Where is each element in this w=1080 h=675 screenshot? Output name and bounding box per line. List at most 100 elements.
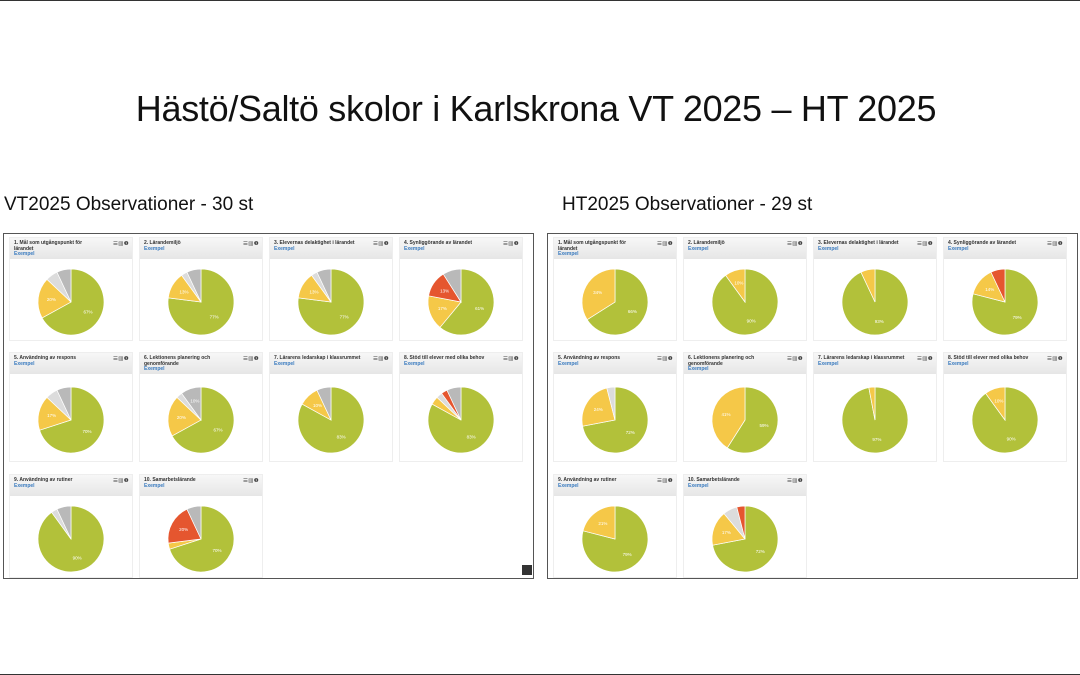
pie-slice-grey[interactable]	[316, 268, 332, 303]
list-icon[interactable]: ☰	[113, 478, 119, 484]
list-icon[interactable]: ☰	[373, 241, 379, 247]
bar-chart-icon[interactable]: ▥	[118, 478, 124, 484]
info-icon[interactable]: ❶	[797, 356, 803, 362]
example-link[interactable]: Exempel	[14, 251, 35, 257]
info-icon[interactable]: ❶	[667, 241, 673, 247]
pie-slice-yellow[interactable]	[37, 278, 72, 319]
pie-slice-green[interactable]	[169, 505, 235, 573]
list-icon[interactable]: ☰	[657, 356, 663, 362]
info-icon[interactable]: ❶	[123, 241, 129, 247]
example-link[interactable]: Exempel	[688, 366, 709, 372]
example-link[interactable]: Exempel	[274, 245, 295, 252]
example-link[interactable]: Exempel	[144, 482, 165, 489]
example-link[interactable]: Exempel	[14, 360, 35, 367]
bar-chart-icon[interactable]: ▥	[248, 356, 254, 362]
info-icon[interactable]: ❶	[927, 356, 933, 362]
example-link[interactable]: Exempel	[948, 245, 969, 252]
list-icon[interactable]: ☰	[917, 356, 923, 362]
example-link[interactable]: Exempel	[14, 482, 35, 489]
bar-chart-icon[interactable]: ▥	[922, 241, 928, 247]
pie-slice-grey[interactable]	[186, 505, 202, 540]
bar-chart-icon[interactable]: ▥	[248, 478, 254, 484]
example-link[interactable]: Exempel	[688, 482, 709, 489]
bar-chart-icon[interactable]: ▥	[508, 241, 514, 247]
pie-slice-lightgrey[interactable]	[606, 386, 616, 421]
info-icon[interactable]: ❶	[667, 478, 673, 484]
resize-handle-icon[interactable]	[522, 565, 532, 575]
info-icon[interactable]: ❶	[253, 478, 259, 484]
info-icon[interactable]: ❶	[123, 356, 129, 362]
pie-slice-green[interactable]	[439, 268, 495, 336]
pie-slice-yellow[interactable]	[582, 505, 616, 540]
info-icon[interactable]: ❶	[513, 356, 519, 362]
bar-chart-icon[interactable]: ▥	[1052, 241, 1058, 247]
info-icon[interactable]: ❶	[383, 356, 389, 362]
pie-slice-red[interactable]	[990, 268, 1006, 303]
bar-chart-icon[interactable]: ▥	[792, 356, 798, 362]
example-link[interactable]: Exempel	[558, 482, 579, 489]
list-icon[interactable]: ☰	[657, 478, 663, 484]
list-icon[interactable]: ☰	[243, 478, 249, 484]
pie-slice-green[interactable]	[726, 386, 779, 454]
info-icon[interactable]: ❶	[667, 356, 673, 362]
bar-chart-icon[interactable]: ▥	[1052, 356, 1058, 362]
bar-chart-icon[interactable]: ▥	[792, 241, 798, 247]
info-icon[interactable]: ❶	[123, 478, 129, 484]
info-icon[interactable]: ❶	[253, 356, 259, 362]
bar-chart-icon[interactable]: ▥	[662, 356, 668, 362]
info-icon[interactable]: ❶	[383, 241, 389, 247]
pie-slice-grey[interactable]	[316, 386, 332, 421]
info-icon[interactable]: ❶	[797, 478, 803, 484]
pie-slice-grey[interactable]	[56, 386, 72, 421]
example-link[interactable]: Exempel	[404, 245, 425, 252]
list-icon[interactable]: ☰	[243, 356, 249, 362]
pie-slice-green[interactable]	[586, 268, 649, 336]
bar-chart-icon[interactable]: ▥	[378, 356, 384, 362]
pie-slice-grey[interactable]	[181, 386, 202, 422]
pie-slice-yellow[interactable]	[167, 396, 202, 437]
info-icon[interactable]: ❶	[253, 241, 259, 247]
bar-chart-icon[interactable]: ▥	[118, 356, 124, 362]
bar-chart-icon[interactable]: ▥	[662, 478, 668, 484]
bar-chart-icon[interactable]: ▥	[792, 478, 798, 484]
example-link[interactable]: Exempel	[688, 245, 709, 252]
pie-slice-red[interactable]	[167, 508, 202, 544]
example-link[interactable]: Exempel	[144, 366, 165, 372]
info-icon[interactable]: ❶	[1057, 241, 1063, 247]
pie-slice-grey[interactable]	[442, 268, 462, 304]
bar-chart-icon[interactable]: ▥	[118, 241, 124, 247]
list-icon[interactable]: ☰	[503, 241, 509, 247]
pie-slice-yellow[interactable]	[711, 386, 746, 449]
list-icon[interactable]: ☰	[787, 241, 793, 247]
list-icon[interactable]: ☰	[243, 241, 249, 247]
bar-chart-icon[interactable]: ▥	[662, 241, 668, 247]
list-icon[interactable]: ☰	[787, 356, 793, 362]
list-icon[interactable]: ☰	[657, 241, 663, 247]
pie-slice-yellow[interactable]	[860, 268, 876, 303]
info-icon[interactable]: ❶	[1057, 356, 1063, 362]
example-link[interactable]: Exempel	[818, 245, 839, 252]
pie-slice-green[interactable]	[171, 386, 235, 454]
bar-chart-icon[interactable]: ▥	[248, 241, 254, 247]
info-icon[interactable]: ❶	[513, 241, 519, 247]
pie-slice-yellow[interactable]	[725, 268, 746, 304]
info-icon[interactable]: ❶	[797, 241, 803, 247]
pie-slice-yellow[interactable]	[581, 268, 616, 321]
pie-slice-grey[interactable]	[186, 268, 202, 303]
example-link[interactable]: Exempel	[948, 360, 969, 367]
example-link[interactable]: Exempel	[558, 251, 579, 257]
list-icon[interactable]: ☰	[1047, 356, 1053, 362]
bar-chart-icon[interactable]: ▥	[378, 241, 384, 247]
bar-chart-icon[interactable]: ▥	[508, 356, 514, 362]
example-link[interactable]: Exempel	[558, 360, 579, 367]
info-icon[interactable]: ❶	[927, 241, 933, 247]
pie-slice-grey[interactable]	[446, 386, 462, 421]
example-link[interactable]: Exempel	[404, 360, 425, 367]
example-link[interactable]: Exempel	[144, 245, 165, 252]
list-icon[interactable]: ☰	[113, 356, 119, 362]
pie-slice-green[interactable]	[39, 386, 105, 454]
pie-slice-yellow[interactable]	[581, 387, 616, 427]
example-link[interactable]: Exempel	[818, 360, 839, 367]
pie-slice-grey[interactable]	[56, 268, 72, 303]
list-icon[interactable]: ☰	[503, 356, 509, 362]
